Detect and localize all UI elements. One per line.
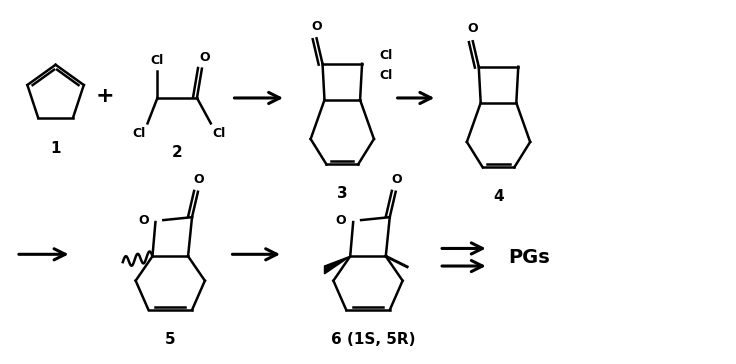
Text: 6 (1S, 5R): 6 (1S, 5R) — [330, 332, 415, 348]
Polygon shape — [325, 256, 350, 274]
Text: O: O — [467, 23, 478, 35]
Text: Cl: Cl — [380, 50, 393, 63]
Text: O: O — [336, 214, 346, 227]
Text: 2: 2 — [171, 145, 183, 160]
Text: O: O — [194, 173, 205, 186]
Text: Cl: Cl — [151, 54, 164, 67]
Text: Cl: Cl — [380, 69, 393, 82]
Text: O: O — [199, 51, 210, 64]
Text: 4: 4 — [493, 189, 504, 204]
Text: O: O — [392, 173, 402, 186]
Text: O: O — [311, 20, 322, 32]
Text: O: O — [138, 214, 149, 227]
Text: Cl: Cl — [132, 127, 146, 140]
Text: 5: 5 — [165, 332, 176, 348]
Text: 1: 1 — [50, 141, 61, 156]
Text: 3: 3 — [337, 186, 347, 201]
Text: +: + — [96, 86, 114, 106]
Text: Cl: Cl — [213, 127, 226, 140]
Text: PGs: PGs — [509, 248, 550, 267]
